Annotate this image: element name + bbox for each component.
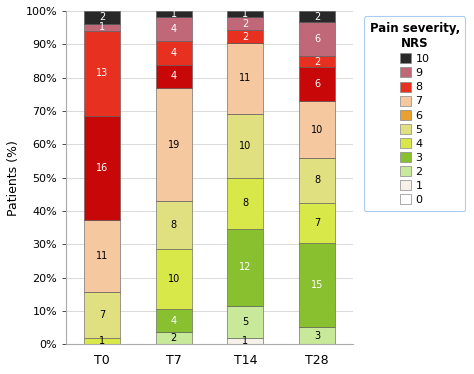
Bar bbox=[228, 30, 263, 43]
Bar bbox=[156, 249, 191, 309]
Bar bbox=[228, 114, 263, 178]
Bar bbox=[299, 56, 335, 67]
Text: 1: 1 bbox=[99, 22, 105, 32]
Legend: 10, 9, 8, 7, 6, 5, 4, 3, 2, 1, 0: 10, 9, 8, 7, 6, 5, 4, 3, 2, 1, 0 bbox=[364, 16, 465, 211]
Text: 6: 6 bbox=[314, 79, 320, 89]
Bar bbox=[84, 292, 120, 338]
Text: 11: 11 bbox=[239, 73, 251, 83]
Bar bbox=[228, 178, 263, 229]
Text: 5: 5 bbox=[242, 317, 248, 327]
Bar bbox=[299, 11, 335, 22]
Bar bbox=[156, 88, 191, 202]
Bar bbox=[156, 65, 191, 88]
Text: 3: 3 bbox=[314, 331, 320, 341]
Text: 7: 7 bbox=[314, 218, 320, 228]
Text: 15: 15 bbox=[311, 280, 323, 290]
Bar bbox=[156, 202, 191, 249]
Text: 2: 2 bbox=[314, 12, 320, 22]
Bar bbox=[299, 327, 335, 344]
Text: 1: 1 bbox=[242, 9, 248, 19]
Bar bbox=[228, 229, 263, 306]
Bar bbox=[156, 309, 191, 332]
Text: 16: 16 bbox=[96, 163, 108, 173]
Bar bbox=[84, 24, 120, 31]
Bar bbox=[84, 116, 120, 220]
Bar bbox=[299, 67, 335, 101]
Text: 10: 10 bbox=[239, 141, 251, 151]
Bar bbox=[228, 43, 263, 114]
Bar bbox=[228, 306, 263, 338]
Text: 12: 12 bbox=[239, 263, 252, 272]
Text: 19: 19 bbox=[167, 140, 180, 150]
Bar bbox=[299, 101, 335, 158]
Bar bbox=[156, 17, 191, 41]
Bar bbox=[156, 11, 191, 17]
Bar bbox=[228, 338, 263, 344]
Text: 4: 4 bbox=[171, 24, 177, 34]
Text: 10: 10 bbox=[167, 274, 180, 284]
Bar bbox=[299, 22, 335, 56]
Bar bbox=[299, 158, 335, 203]
Text: 1: 1 bbox=[242, 336, 248, 346]
Text: 7: 7 bbox=[99, 310, 105, 320]
Text: 13: 13 bbox=[96, 68, 108, 78]
Bar bbox=[299, 203, 335, 243]
Bar bbox=[228, 11, 263, 17]
Bar bbox=[299, 243, 335, 327]
Text: 1: 1 bbox=[171, 9, 177, 19]
Text: 6: 6 bbox=[314, 34, 320, 44]
Text: 4: 4 bbox=[171, 71, 177, 82]
Text: 2: 2 bbox=[242, 31, 248, 42]
Bar bbox=[84, 338, 120, 344]
Text: 4: 4 bbox=[171, 47, 177, 58]
Y-axis label: Patients (%): Patients (%) bbox=[7, 140, 20, 215]
Text: 8: 8 bbox=[242, 198, 248, 208]
Bar bbox=[156, 41, 191, 65]
Text: 2: 2 bbox=[99, 12, 105, 22]
Text: 2: 2 bbox=[314, 57, 320, 67]
Text: 2: 2 bbox=[171, 333, 177, 343]
Text: 2: 2 bbox=[242, 19, 248, 29]
Bar bbox=[84, 11, 120, 24]
Text: 10: 10 bbox=[311, 125, 323, 135]
Bar bbox=[156, 332, 191, 344]
Text: 8: 8 bbox=[314, 175, 320, 186]
Bar bbox=[228, 17, 263, 30]
Text: 8: 8 bbox=[171, 220, 177, 230]
Bar bbox=[84, 220, 120, 292]
Bar bbox=[84, 31, 120, 116]
Text: 1: 1 bbox=[99, 336, 105, 346]
Text: 4: 4 bbox=[171, 316, 177, 325]
Text: 11: 11 bbox=[96, 251, 108, 261]
